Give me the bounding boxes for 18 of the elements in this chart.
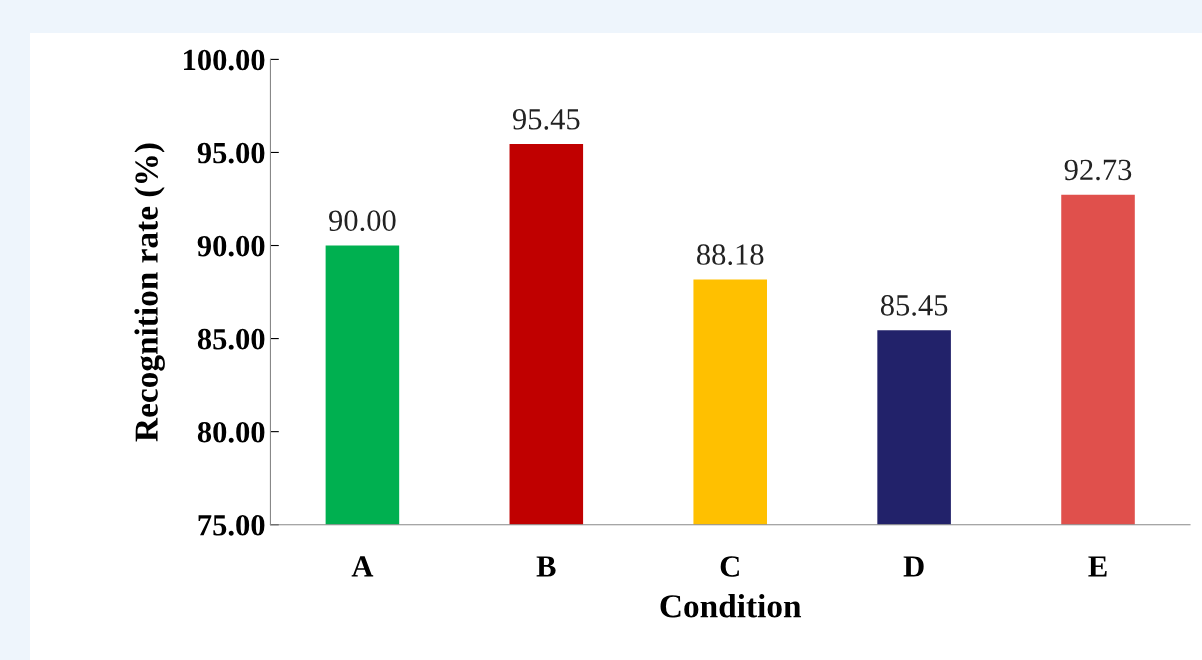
x-tick-label: D	[903, 556, 924, 577]
data-label: 92.73	[1064, 159, 1132, 181]
y-axis-title: Recognition rate (%)	[134, 143, 165, 442]
x-tick-label: C	[720, 556, 739, 577]
data-label: 88.18	[697, 244, 764, 265]
x-tick-label: B	[536, 556, 556, 577]
y-tick-label: 95.00	[197, 142, 265, 164]
x-tick-label: A	[351, 556, 374, 577]
data-label: 90.00	[329, 210, 396, 232]
x-tick-label: E	[1088, 556, 1107, 577]
data-label: 85.45	[880, 295, 948, 316]
y-tick-label: 85.00	[197, 328, 265, 350]
x-axis-title: Condition	[660, 594, 802, 618]
y-tick-label: 80.00	[197, 421, 265, 443]
y-tick-label: 90.00	[197, 235, 265, 257]
data-label: 95.45	[512, 109, 580, 130]
y-tick-label: 75.00	[198, 514, 265, 536]
y-tick-label: 100.00	[184, 49, 265, 71]
